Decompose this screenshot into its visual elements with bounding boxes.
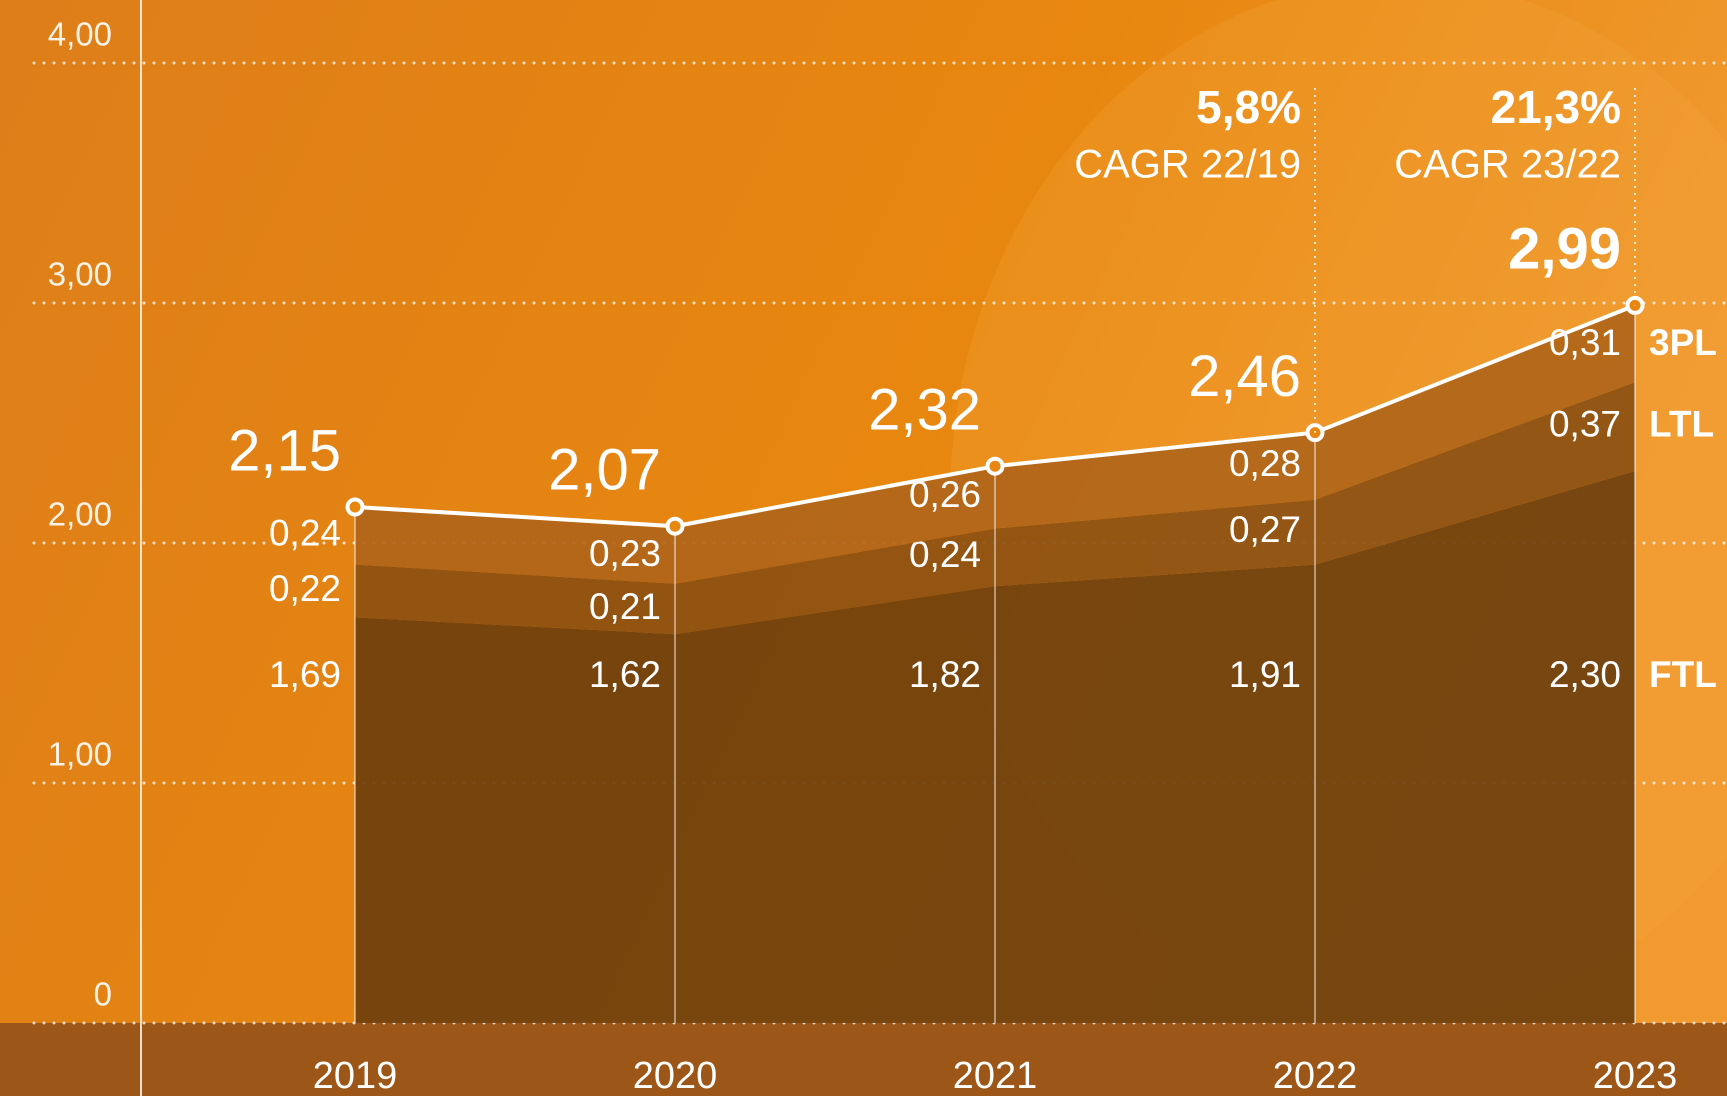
segment-label: 0,24	[269, 513, 341, 554]
x-tick-label: 2019	[313, 1055, 398, 1096]
series-name: LTL	[1649, 403, 1714, 444]
segment-label: 0,23	[589, 533, 661, 574]
y-tick-label: 0	[94, 976, 112, 1013]
segment-label: 0,22	[269, 568, 341, 609]
y-tick-label: 2,00	[48, 496, 112, 533]
segment-label: 0,31	[1549, 322, 1621, 363]
total-label: 2,99	[1508, 217, 1621, 282]
x-tick-label: 2022	[1273, 1055, 1358, 1096]
x-tick-label: 2020	[633, 1055, 718, 1096]
segment-label: 1,69	[269, 654, 341, 695]
x-tick-label: 2021	[953, 1055, 1038, 1096]
total-point	[665, 516, 685, 536]
series-name: FTL	[1649, 654, 1717, 695]
segment-label: 0,21	[589, 586, 661, 627]
total-label: 2,46	[1188, 344, 1301, 409]
segment-label: 0,37	[1549, 403, 1621, 444]
segment-label: 1,82	[909, 654, 981, 695]
y-tick-label: 3,00	[48, 256, 112, 293]
segment-label: 2,30	[1549, 654, 1621, 695]
total-label: 2,07	[548, 438, 661, 503]
total-label: 2,15	[228, 418, 341, 483]
annotation-label: CAGR 22/19	[1074, 143, 1301, 187]
total-point	[985, 456, 1005, 476]
segment-label: 0,28	[1229, 443, 1301, 484]
annotation-value: 5,8%	[1196, 81, 1301, 133]
segment-label: 1,91	[1229, 654, 1301, 695]
x-axis-band	[0, 1023, 1727, 1096]
series-name: 3PL	[1649, 322, 1717, 363]
segment-label: 0,27	[1229, 509, 1301, 550]
annotation-value: 21,3%	[1491, 81, 1621, 133]
y-tick-label: 1,00	[48, 736, 112, 773]
total-label: 2,32	[868, 378, 981, 443]
segment-label: 1,62	[589, 654, 661, 695]
annotation-label: CAGR 23/22	[1394, 143, 1621, 187]
x-tick-label: 2023	[1593, 1055, 1678, 1096]
total-point	[345, 497, 365, 517]
y-tick-label: 4,00	[48, 16, 112, 53]
